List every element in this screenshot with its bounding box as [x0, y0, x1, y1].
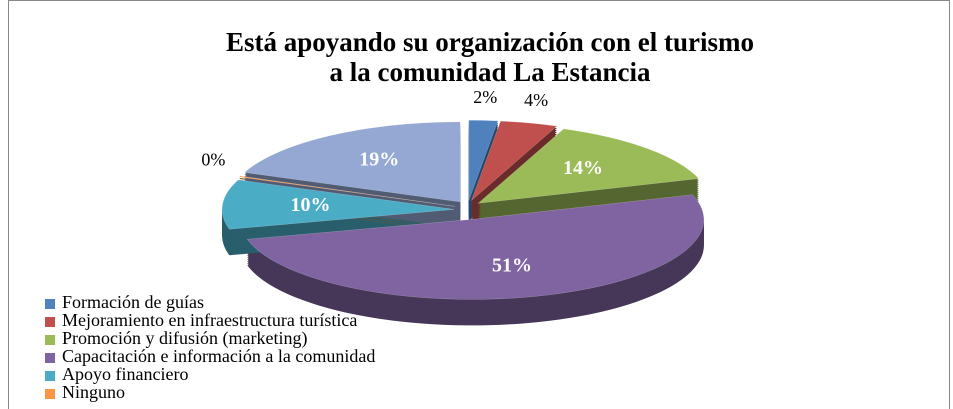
- legend-label: Ninguno: [62, 382, 125, 402]
- slice: [243, 121, 461, 203]
- legend-label: Formación de guías: [62, 292, 204, 312]
- data-label: 2%: [473, 87, 497, 107]
- slice: [468, 119, 499, 201]
- legend-swatch: [45, 317, 55, 327]
- slice: [221, 179, 455, 230]
- legend-label: Promoción y difusión (marketing): [62, 328, 307, 349]
- chart-title: Está apoyando su organización con el tur…: [226, 27, 754, 87]
- legend-swatch: [45, 299, 55, 309]
- data-label: 10%: [290, 194, 330, 216]
- legend-swatch: [45, 335, 55, 345]
- data-label: 19%: [359, 148, 399, 170]
- data-label: 14%: [563, 157, 603, 179]
- legend-label: Capacitación e información a la comunida…: [62, 346, 375, 366]
- legend-swatch: [45, 353, 55, 363]
- data-label: 4%: [524, 90, 548, 110]
- legend-swatch: [45, 371, 55, 381]
- data-label: 51%: [492, 255, 532, 277]
- slice: [246, 194, 705, 300]
- data-label: 0%: [201, 150, 225, 170]
- slice: [238, 175, 456, 207]
- legend-label: Apoyo financiero: [62, 364, 188, 384]
- slice: [477, 128, 700, 204]
- slice: [471, 120, 558, 201]
- legend-swatch: [45, 389, 55, 399]
- legend-label: Mejoramiento en infraestructura turístic…: [62, 310, 357, 330]
